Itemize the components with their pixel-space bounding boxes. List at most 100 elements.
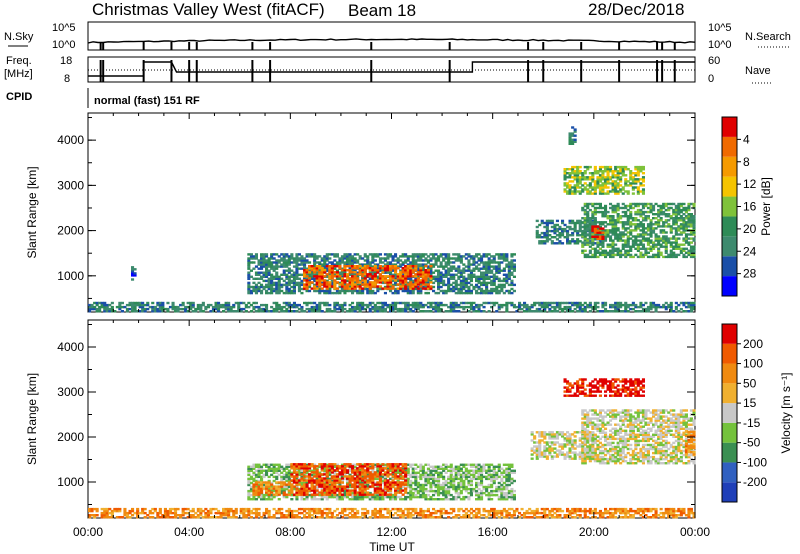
data-cell — [343, 263, 347, 266]
data-cell — [629, 249, 633, 252]
data-cell — [267, 263, 271, 266]
data-cell — [588, 305, 592, 309]
data-cell — [396, 267, 400, 270]
data-cell — [677, 202, 681, 206]
data-cell — [305, 283, 309, 286]
data-cell — [396, 257, 400, 260]
data-cell — [211, 516, 215, 519]
data-cell — [406, 277, 410, 280]
data-cell — [88, 509, 92, 513]
data-cell — [598, 514, 602, 517]
data-cell — [399, 509, 403, 513]
data-cell — [396, 273, 400, 276]
data-cell — [606, 231, 610, 234]
data-cell — [366, 305, 370, 309]
data-cell — [297, 257, 301, 260]
data-cell — [472, 301, 476, 305]
data-cell — [576, 178, 580, 181]
data-cell — [477, 509, 481, 513]
data-cell — [351, 283, 355, 286]
data-cell — [437, 269, 441, 272]
data-cell — [295, 265, 299, 268]
data-cell — [340, 516, 344, 519]
data-cell — [419, 301, 423, 305]
data-cell — [636, 233, 640, 236]
data-cell — [601, 303, 605, 307]
data-cell — [664, 237, 668, 240]
data-cell — [108, 511, 112, 515]
data-cell — [573, 509, 577, 513]
data-cell — [401, 269, 405, 272]
data-cell — [641, 202, 645, 206]
data-cell — [649, 516, 653, 519]
data-cell — [609, 514, 613, 517]
nsearch-tick-top: 10^5 — [708, 22, 732, 34]
data-cell — [555, 219, 559, 223]
data-cell — [176, 507, 180, 511]
data-cell — [439, 261, 443, 264]
data-cell — [576, 229, 580, 233]
nsky-tick-bottom: 10^0 — [52, 39, 76, 51]
data-cell — [591, 229, 595, 232]
data-cell — [174, 305, 178, 309]
data-cell — [485, 509, 489, 513]
data-cell — [282, 516, 286, 519]
data-cell — [598, 176, 602, 179]
colorbar-tick-label: 24 — [743, 244, 757, 258]
data-cell — [363, 507, 367, 511]
data-cell — [252, 281, 256, 285]
data-cell — [588, 178, 592, 181]
data-cell — [437, 259, 441, 262]
data-cell — [624, 243, 628, 246]
data-cell — [267, 271, 271, 274]
data-cell — [224, 305, 228, 309]
data-cell — [287, 516, 291, 519]
data-cell — [287, 261, 291, 264]
data-cell — [308, 267, 312, 270]
data-cell — [315, 265, 319, 268]
data-cell — [629, 184, 633, 187]
data-cell — [282, 255, 286, 258]
data-cell — [626, 310, 630, 313]
data-cell — [588, 240, 592, 243]
data-cell — [507, 507, 511, 511]
data-cell — [361, 514, 365, 517]
data-cell — [381, 301, 385, 305]
data-cell — [252, 301, 256, 305]
data-cell — [634, 223, 638, 226]
data-cell — [313, 275, 317, 278]
data-cell — [303, 301, 307, 305]
data-cell — [621, 188, 625, 191]
data-cell — [191, 514, 195, 517]
data-cell — [636, 511, 640, 515]
data-cell — [232, 511, 236, 515]
data-cell — [389, 263, 393, 266]
data-cell — [616, 509, 620, 513]
data-cell — [257, 471, 261, 474]
data-cell — [209, 303, 213, 307]
data-cell — [626, 221, 630, 224]
data-cell — [646, 233, 650, 236]
data-cell — [535, 219, 539, 223]
data-cell — [639, 507, 643, 511]
data-cell — [611, 170, 615, 173]
data-cell — [363, 273, 367, 276]
data-cell — [383, 275, 387, 278]
data-cell — [249, 498, 253, 501]
data-cell — [553, 242, 557, 245]
data-cell — [480, 257, 484, 260]
data-cell — [93, 307, 97, 311]
data-cell — [505, 281, 509, 285]
data-cell — [416, 265, 420, 268]
data-cell — [500, 287, 504, 291]
data-cell — [411, 257, 415, 260]
data-cell — [687, 251, 691, 254]
data-cell — [227, 511, 231, 515]
data-cell — [333, 283, 337, 286]
data-cell — [649, 509, 653, 513]
data-cell — [543, 307, 547, 311]
data-cell — [646, 516, 650, 519]
data-cell — [419, 259, 423, 262]
data-cell — [389, 255, 393, 258]
data-cell — [100, 516, 104, 519]
